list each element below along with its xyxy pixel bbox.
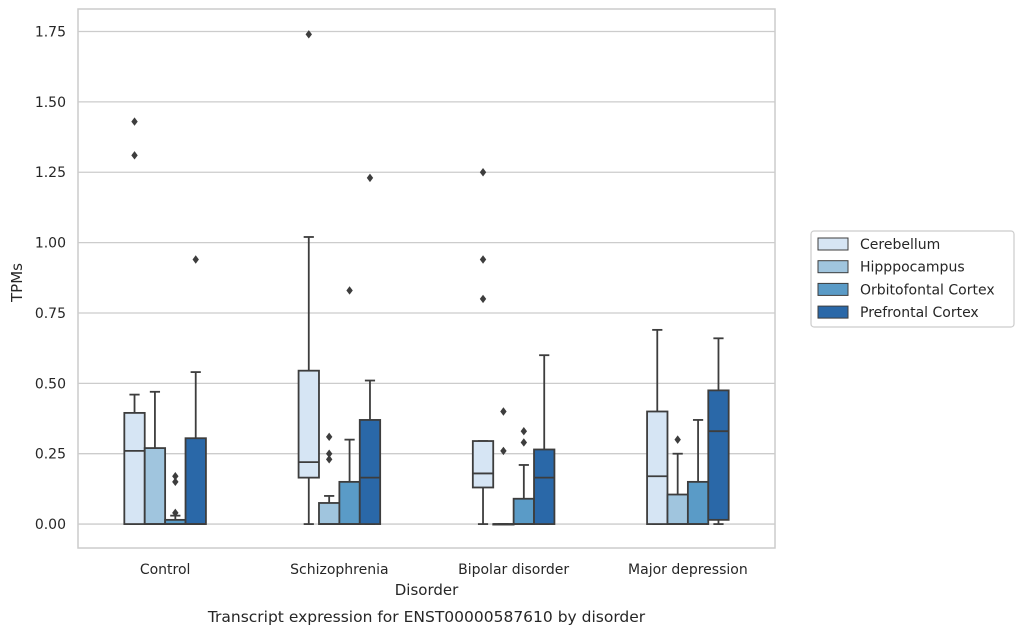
- outlier-point: [520, 438, 528, 447]
- outlier-point: [172, 508, 179, 518]
- grid-lines: [78, 30, 775, 525]
- outlier-point: [131, 151, 138, 160]
- box-iqr: [297, 369, 320, 479]
- box-orbitofontal-cortex: [164, 472, 187, 525]
- box-prefrontal-cortex: [358, 173, 382, 525]
- legend-swatch: [817, 305, 849, 319]
- outlier-point: [172, 472, 179, 481]
- y-tick-label: 0.75: [35, 306, 66, 322]
- outlier-point: [131, 117, 138, 126]
- box-iqr: [646, 410, 669, 525]
- box-iqr: [707, 389, 730, 521]
- outlier-point: [172, 477, 179, 487]
- legend-label: Prefrontal Cortex: [860, 305, 979, 321]
- box-iqr: [358, 419, 382, 525]
- x-tick-label: Bipolar disorder: [458, 562, 569, 578]
- box-iqr: [533, 448, 556, 525]
- box-cerebellum: [297, 30, 320, 525]
- box-plot-area: [123, 30, 730, 526]
- legend: Cerebellum Hipppocampus Orbitofontal Corte…: [810, 230, 1015, 328]
- outlier-point: [325, 455, 333, 464]
- chart-caption: Transcript expression for ENST0000058761…: [207, 608, 646, 626]
- y-tick-label: 0.50: [35, 376, 66, 392]
- outlier-point: [674, 435, 681, 444]
- box-prefrontal-cortex: [184, 255, 207, 525]
- legend-swatch: [817, 260, 849, 274]
- box-iqr: [143, 447, 167, 525]
- outlier-point: [366, 173, 374, 183]
- box-hipppocampus: [143, 390, 167, 525]
- box-iqr: [123, 411, 146, 525]
- y-tick-label: 1.00: [35, 236, 66, 252]
- outlier-point: [479, 294, 487, 304]
- box-orbitofontal-cortex: [512, 426, 535, 525]
- outlier-point: [325, 449, 333, 458]
- legend-label: Cerebellum: [860, 237, 940, 253]
- y-tick-label: 1.50: [35, 95, 66, 111]
- box-orbitofontal-cortex: [686, 419, 710, 525]
- outlier-point: [325, 432, 333, 442]
- box-cerebellum: [123, 117, 146, 525]
- plot-frame: [77, 8, 776, 549]
- outlier-point: [500, 446, 507, 456]
- box-iqr: [338, 480, 361, 525]
- box-iqr: [471, 440, 495, 489]
- y-axis-label: TPMs: [8, 263, 26, 303]
- y-tick-label: 1.25: [35, 165, 66, 181]
- legend-swatch: [817, 282, 849, 296]
- outlier-point: [346, 286, 353, 295]
- y-axis-ticks: 0.00 0.25 0.50 0.75 1.00 1.25 1.50 1.75: [35, 25, 66, 534]
- outlier-point: [192, 255, 199, 264]
- legend-label: Hipppocampus: [860, 260, 965, 276]
- legend-frame: [810, 230, 1015, 328]
- box-cerebellum: [646, 328, 669, 525]
- box-iqr: [666, 493, 689, 525]
- box-iqr: [686, 480, 710, 525]
- box-iqr: [184, 437, 207, 525]
- y-tick-label: 0.00: [35, 517, 66, 533]
- box-hipppocampus: [492, 407, 515, 526]
- y-tick-label: 1.75: [35, 25, 66, 41]
- box-prefrontal-cortex: [707, 337, 730, 525]
- x-tick-label: Major depression: [628, 562, 748, 578]
- box-prefrontal-cortex: [533, 354, 556, 525]
- x-axis-ticks: Control Schizophrenia Bipolar disorder Majo…: [140, 562, 748, 578]
- outlier-point: [305, 30, 312, 39]
- legend-label: Orbitofontal Cortex: [860, 282, 995, 298]
- box-orbitofontal-cortex: [338, 286, 361, 525]
- x-tick-label: Control: [140, 562, 191, 578]
- outlier-point: [500, 407, 507, 416]
- box-cerebellum: [471, 168, 495, 525]
- x-tick-label: Schizophrenia: [290, 562, 388, 578]
- outlier-point: [479, 168, 487, 177]
- outlier-point: [479, 255, 487, 264]
- box-hipppocampus: [318, 432, 341, 525]
- y-tick-label: 0.25: [35, 447, 66, 463]
- outlier-point: [520, 426, 528, 436]
- legend-swatch: [817, 237, 849, 251]
- box-iqr: [512, 497, 535, 525]
- box-hipppocampus: [666, 435, 689, 525]
- box-iqr: [318, 502, 341, 525]
- x-axis-label: Disorder: [395, 581, 459, 599]
